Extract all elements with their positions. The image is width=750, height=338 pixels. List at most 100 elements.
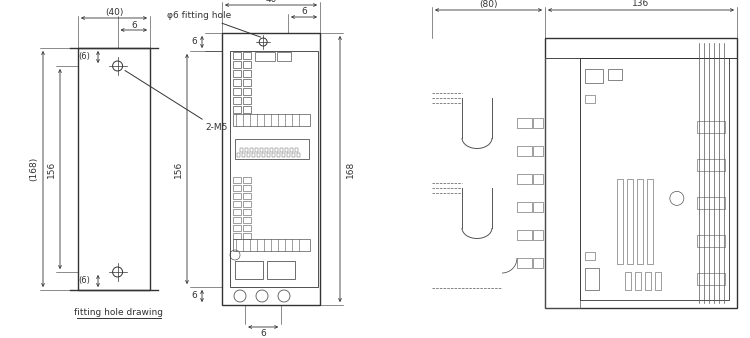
Bar xyxy=(580,58,729,300)
Text: 6: 6 xyxy=(301,7,307,17)
Text: 156: 156 xyxy=(46,160,56,178)
Text: 156: 156 xyxy=(173,160,182,178)
Bar xyxy=(243,225,251,231)
Bar xyxy=(243,79,251,86)
Bar xyxy=(243,233,251,239)
Bar xyxy=(233,61,241,68)
Bar xyxy=(233,185,241,191)
Bar xyxy=(233,239,310,251)
Bar xyxy=(280,148,283,152)
Bar xyxy=(233,193,241,199)
Bar xyxy=(243,193,251,199)
Bar xyxy=(78,48,150,290)
Bar xyxy=(243,106,251,113)
Bar xyxy=(233,97,241,104)
Bar xyxy=(697,197,725,209)
Bar xyxy=(275,148,278,152)
Bar xyxy=(243,201,251,207)
Bar xyxy=(277,153,280,157)
Bar xyxy=(233,201,241,207)
Bar xyxy=(638,179,644,264)
Bar xyxy=(282,153,285,157)
Bar xyxy=(265,148,268,152)
Bar xyxy=(627,179,633,264)
Bar xyxy=(233,52,241,59)
Bar xyxy=(260,148,263,152)
Text: 6: 6 xyxy=(191,291,197,300)
Bar xyxy=(250,148,253,152)
Bar xyxy=(290,148,293,152)
Bar xyxy=(608,69,622,80)
Bar xyxy=(625,272,631,290)
Bar xyxy=(237,153,240,157)
Bar xyxy=(617,179,623,264)
Bar xyxy=(233,177,241,183)
Bar xyxy=(235,139,309,159)
Bar xyxy=(697,273,725,285)
Bar xyxy=(243,70,251,77)
Bar xyxy=(533,146,543,156)
Bar xyxy=(252,153,255,157)
Bar xyxy=(233,70,241,77)
Bar xyxy=(233,79,241,86)
Text: (6): (6) xyxy=(78,52,90,62)
Bar xyxy=(645,272,651,290)
Bar xyxy=(545,58,580,308)
Text: (168): (168) xyxy=(29,157,38,181)
Bar xyxy=(533,202,543,212)
Bar xyxy=(222,33,320,305)
Text: (6): (6) xyxy=(78,276,90,286)
Bar xyxy=(247,153,250,157)
Bar xyxy=(243,88,251,95)
Bar xyxy=(295,148,298,152)
Bar xyxy=(243,217,251,223)
Bar xyxy=(517,258,532,268)
Bar xyxy=(233,106,241,113)
Bar xyxy=(517,118,532,128)
Bar xyxy=(647,179,653,264)
Bar xyxy=(634,272,640,290)
Bar xyxy=(245,148,248,152)
Bar xyxy=(517,230,532,240)
Bar xyxy=(655,272,661,290)
Bar xyxy=(270,148,273,152)
Bar xyxy=(257,153,260,157)
Bar xyxy=(545,38,737,308)
Bar xyxy=(255,52,275,61)
Bar xyxy=(697,159,725,171)
Bar xyxy=(697,235,725,247)
Bar xyxy=(243,185,251,191)
Bar xyxy=(585,69,603,83)
Bar xyxy=(585,95,595,103)
Bar xyxy=(517,146,532,156)
Bar xyxy=(233,209,241,215)
Bar xyxy=(585,252,595,260)
Bar xyxy=(533,258,543,268)
Bar xyxy=(233,88,241,95)
Bar xyxy=(262,153,265,157)
Bar xyxy=(243,177,251,183)
Bar xyxy=(585,268,599,290)
Text: 6: 6 xyxy=(191,38,197,47)
Bar xyxy=(230,51,318,287)
Bar xyxy=(255,148,258,152)
Bar xyxy=(285,148,288,152)
Bar xyxy=(233,114,310,126)
Text: 136: 136 xyxy=(632,0,650,8)
Bar xyxy=(233,233,241,239)
Bar xyxy=(235,261,263,279)
Bar xyxy=(517,174,532,184)
Text: (40): (40) xyxy=(105,7,123,17)
Text: 6: 6 xyxy=(131,21,136,29)
Text: φ6 fitting hole: φ6 fitting hole xyxy=(167,10,260,37)
Text: 6: 6 xyxy=(260,329,266,338)
Bar xyxy=(277,52,291,61)
Bar xyxy=(233,217,241,223)
Bar xyxy=(272,153,275,157)
Bar xyxy=(533,230,543,240)
Bar xyxy=(533,118,543,128)
Bar xyxy=(533,174,543,184)
Bar xyxy=(517,202,532,212)
Bar xyxy=(243,97,251,104)
Text: fitting hole drawing: fitting hole drawing xyxy=(74,308,164,317)
